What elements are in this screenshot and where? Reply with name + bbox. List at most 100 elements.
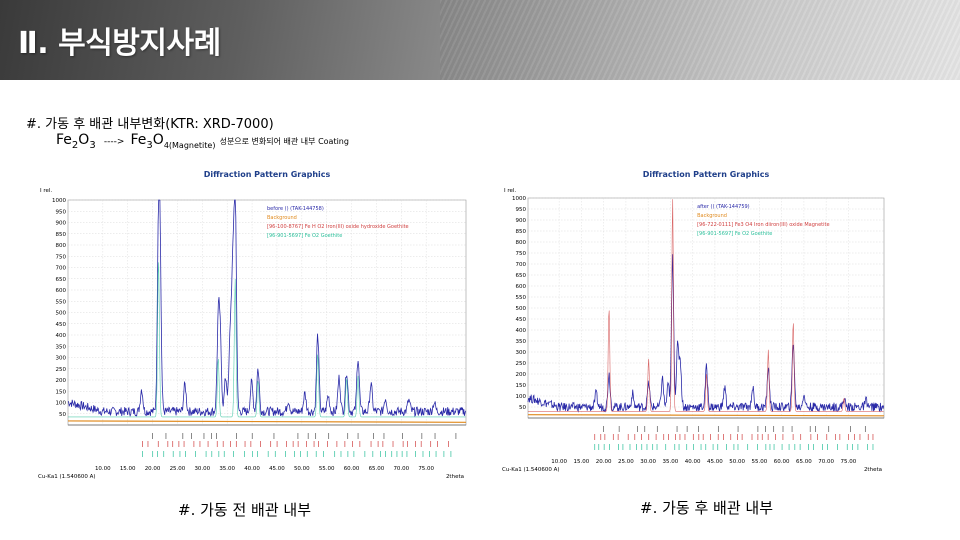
series-reference-line — [68, 262, 466, 418]
x-tick-label: 55.00 — [752, 459, 768, 465]
formula-from: Fe2O3 — [56, 132, 96, 151]
x-tick-label: 45.00 — [707, 459, 723, 465]
y-tick-label: 400 — [516, 328, 527, 334]
y-tick-label: 300 — [56, 356, 67, 362]
y-tick-label: 700 — [56, 266, 67, 272]
x-tick-label: 70.00 — [818, 459, 834, 465]
formula-line: Fe2O3 ----> Fe3O4(Magnetite) 성분으로 변화되어 배… — [56, 132, 349, 151]
background-line — [527, 414, 885, 417]
x-tick-label: 65.00 — [796, 459, 812, 465]
y-tick-label: 600 — [516, 284, 527, 290]
xrd-chart-after-svg: Diffraction Pattern Graphics I rel. 50 100 1… — [502, 170, 885, 473]
y-tick-label: 300 — [516, 350, 527, 356]
legend-entry: [96-901-5697] Fe O2 Goethite — [697, 231, 772, 237]
chart-title: Diffraction Pattern Graphics — [204, 170, 331, 179]
y-tick-label: 250 — [516, 361, 527, 367]
x-tick-label: 40.00 — [244, 466, 260, 472]
caption-before: #. 가동 전 배관 내부 — [178, 501, 312, 519]
y-tick-label: 750 — [516, 251, 527, 257]
y-tick-label: 1000 — [52, 198, 66, 204]
y-tick-label: 950 — [56, 209, 67, 215]
y-axis-label: I rel. — [504, 188, 516, 194]
xrd-chart-before-svg: Diffraction Pattern Graphics I rel. 50 100 1… — [38, 170, 467, 480]
x-tick-label: 50.00 — [729, 459, 745, 465]
y-tick-label: 900 — [56, 221, 67, 227]
legend-entry: [96-722-0111] Fe3 O4 Iron diiron(III) ox… — [697, 222, 829, 228]
y-tick-label: 800 — [56, 243, 67, 249]
x-tick-label: 10.00 — [95, 466, 111, 472]
y-tick-label: 50 — [59, 412, 66, 418]
x-tick-label: 35.00 — [219, 466, 235, 472]
y-tick-label: 500 — [56, 311, 67, 317]
y-tick-label: 200 — [516, 372, 527, 378]
y-tick-label: 150 — [516, 383, 527, 389]
x-tick-label: 25.00 — [170, 466, 186, 472]
y-tick-label: 350 — [56, 344, 67, 350]
series-main-line — [527, 254, 884, 413]
y-tick-label: 50 — [519, 405, 526, 411]
y-tick-label: 650 — [516, 273, 527, 279]
x-tick-label: 75.00 — [841, 459, 857, 465]
legend-entry: before () (TAK-144758) — [267, 206, 324, 212]
legend-entry: after () (TAK-144759) — [697, 204, 750, 210]
xrd-chart-after: Diffraction Pattern Graphics I rel. 50 100 1… — [500, 165, 890, 475]
y-tick-label: 100 — [516, 394, 527, 400]
y-tick-label: 700 — [516, 262, 527, 268]
header-texture — [440, 0, 960, 80]
x-tick-label: 65.00 — [369, 466, 385, 472]
x-tick-label: 55.00 — [319, 466, 335, 472]
y-tick-label: 350 — [516, 339, 527, 345]
formula-to: Fe3O4(Magnetite) — [130, 132, 216, 151]
caption-after: #. 가동 후 배관 내부 — [640, 499, 774, 517]
xrd-chart-before: Diffraction Pattern Graphics I rel. 50 100 1… — [36, 165, 472, 480]
y-tick-label: 650 — [56, 277, 67, 283]
background-line — [67, 420, 467, 423]
y-tick-label: 600 — [56, 288, 67, 294]
chart-title: Diffraction Pattern Graphics — [643, 170, 770, 179]
y-axis-label: I rel. — [40, 188, 52, 194]
y-tick-label: 450 — [56, 322, 67, 328]
legend-entry: Background — [697, 213, 727, 219]
y-tick-label: 100 — [56, 401, 67, 407]
y-tick-label: 200 — [56, 378, 67, 384]
y-tick-label: 1000 — [512, 196, 526, 202]
y-tick-label: 850 — [516, 229, 527, 235]
x-tick-label: 15.00 — [120, 466, 136, 472]
legend-entry: Background — [267, 215, 297, 221]
y-tick-label: 800 — [516, 240, 527, 246]
y-tick-label: 500 — [516, 306, 527, 312]
y-tick-label: 750 — [56, 254, 67, 260]
x-tick-label: 25.00 — [618, 459, 634, 465]
y-tick-label: 250 — [56, 367, 67, 373]
y-tick-label: 900 — [516, 218, 527, 224]
y-tick-label: 450 — [516, 317, 527, 323]
y-tick-label: 550 — [56, 299, 67, 305]
subtitle: #. 가동 후 배관 내부변화(KTR: XRD-7000) — [26, 117, 274, 132]
y-tick-label: 950 — [516, 207, 527, 213]
y-tick-label: 850 — [56, 232, 67, 238]
x-tick-label: 35.00 — [663, 459, 679, 465]
x-tick-label: 75.00 — [418, 466, 434, 472]
formula-arrow: ----> — [103, 137, 125, 147]
x-tick-label: 45.00 — [269, 466, 285, 472]
x-tick-label: 60.00 — [344, 466, 360, 472]
legend-entry: [96-100-8767] Fe H O2 Iron(III) oxide hy… — [267, 224, 409, 230]
source-label: Cu-Ka1 (1.540600 A) — [38, 474, 95, 480]
x-tick-label: 40.00 — [685, 459, 701, 465]
x-tick-label: 30.00 — [194, 466, 210, 472]
x-tick-label: 70.00 — [393, 466, 409, 472]
formula-note: 성분으로 변화되어 배관 내부 Coating — [219, 137, 349, 146]
x-axis-label: 2theta — [864, 467, 882, 473]
page-title: Ⅱ. 부식방지사례 — [18, 26, 221, 61]
x-tick-label: 10.00 — [551, 459, 567, 465]
x-tick-label: 15.00 — [574, 459, 590, 465]
y-tick-label: 150 — [56, 389, 67, 395]
series-main-line — [67, 199, 466, 418]
x-tick-label: 50.00 — [294, 466, 310, 472]
x-tick-label: 30.00 — [640, 459, 656, 465]
x-tick-label: 20.00 — [145, 466, 161, 472]
source-label: Cu-Ka1 (1.540600 A) — [502, 467, 559, 473]
x-tick-label: 20.00 — [596, 459, 612, 465]
series-reference-line — [528, 199, 884, 412]
x-axis-label: 2theta — [446, 474, 464, 480]
